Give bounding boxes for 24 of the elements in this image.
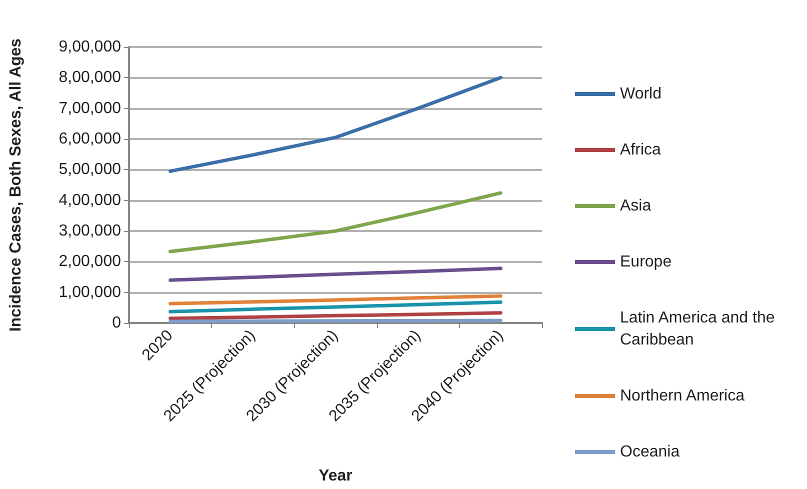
line-series bbox=[168, 266, 502, 282]
legend-label: Latin America and the Caribbean bbox=[620, 310, 780, 348]
y-tick-label: 7,00,000 bbox=[58, 100, 122, 117]
line-series bbox=[168, 294, 502, 306]
line-series bbox=[168, 76, 502, 173]
y-tick-label: 0 bbox=[112, 314, 122, 332]
y-tick-label: 1,00,000 bbox=[58, 284, 122, 301]
legend-label: Africa bbox=[620, 142, 661, 158]
legend-label: Oceania bbox=[620, 444, 680, 460]
y-tick-label: 8,00,000 bbox=[58, 69, 122, 86]
y-axis-title: Incidence Cases, Both Sexes, All Ages bbox=[8, 38, 24, 332]
line-series bbox=[168, 300, 502, 314]
y-tick-label: 3,00,000 bbox=[58, 222, 122, 240]
y-tick-label: 6,00,000 bbox=[58, 130, 122, 148]
y-tick-label: 2,00,000 bbox=[58, 253, 122, 270]
legend-label: Asia bbox=[620, 198, 652, 214]
y-tick-label: 5,00,000 bbox=[58, 161, 122, 178]
y-tick-label: 9,00,000 bbox=[58, 38, 122, 56]
line-series bbox=[168, 191, 502, 254]
y-tick-label: 4,00,000 bbox=[58, 192, 122, 209]
x-axis-title: Year bbox=[318, 468, 352, 484]
legend-label: Northern America bbox=[620, 388, 745, 404]
legend-label: World bbox=[620, 86, 662, 102]
legend-label: Europe bbox=[620, 254, 672, 270]
